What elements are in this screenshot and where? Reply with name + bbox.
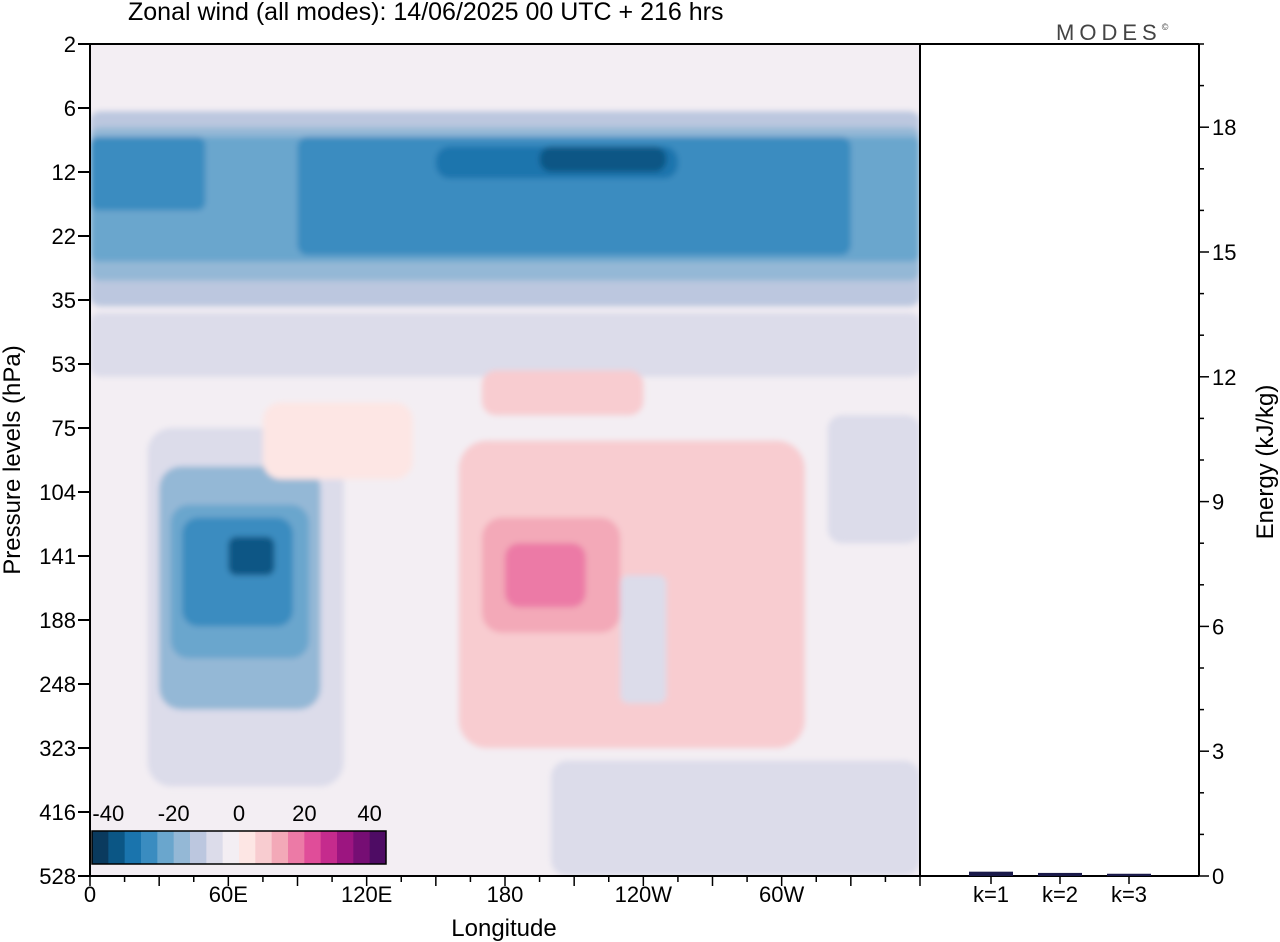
pressure-tick-label: 22 xyxy=(52,224,76,249)
colorbar-swatch xyxy=(271,831,289,864)
energy-axis-title: Energy (kJ/kg) xyxy=(1252,385,1279,540)
energy-tick-label: 18 xyxy=(1212,115,1236,140)
pressure-tick-label: 104 xyxy=(39,480,76,505)
pressure-tick-label: 416 xyxy=(39,800,76,825)
x-axis-title: Longitude xyxy=(451,915,556,942)
energy-tick-label: 9 xyxy=(1212,490,1224,515)
wind-region xyxy=(712,607,782,697)
energy-category-label: k=2 xyxy=(1042,882,1078,907)
colorbar-swatch xyxy=(222,831,240,864)
y-axis-title: Pressure levels (hPa) xyxy=(0,345,26,574)
colorbar-swatch xyxy=(108,831,126,864)
energy-bar xyxy=(1107,873,1151,876)
colorbar-swatch xyxy=(255,831,273,864)
wind-region xyxy=(481,370,644,416)
pressure-tick-label: 528 xyxy=(39,864,76,889)
pressure-tick-label: 248 xyxy=(39,672,76,697)
colorbar-swatch xyxy=(288,831,305,864)
energy-tick-label: 6 xyxy=(1212,614,1224,639)
pressure-tick-label: 141 xyxy=(39,544,76,569)
pressure-tick-label: 188 xyxy=(39,608,76,633)
pressure-tick-label: 35 xyxy=(52,288,76,313)
colorbar-swatch xyxy=(124,831,142,864)
energy-panel: 0 3 6 9 12 15 18 k=1 k=2 k=3 Energy (kJ/kg) xyxy=(919,43,1279,907)
longitude-tick-label: 60E xyxy=(209,882,248,907)
colorbar: -40 -20 0 20 40 xyxy=(91,801,387,865)
colorbar-swatch xyxy=(353,831,371,864)
colorbar-frame xyxy=(91,830,387,865)
colorbar-tick-label: 20 xyxy=(292,801,316,826)
colorbar-tick-label: 0 xyxy=(233,801,245,826)
logo-text: MODES xyxy=(1056,20,1162,45)
wind-region xyxy=(297,136,851,256)
wind-region xyxy=(551,760,920,876)
pressure-tick-label: 75 xyxy=(52,416,76,441)
longitude-tick-label: 60W xyxy=(759,882,804,907)
wind-region xyxy=(228,536,275,576)
colorbar-tick-label: 40 xyxy=(357,801,381,826)
logo-copyright-mark: © xyxy=(1161,22,1169,32)
wind-region xyxy=(90,136,206,211)
colorbar-swatch xyxy=(92,831,109,864)
energy-category-label: k=3 xyxy=(1111,882,1147,907)
longitude-tick-label: 180 xyxy=(487,882,524,907)
pressure-tick-label: 6 xyxy=(64,96,76,121)
colorbar-swatch xyxy=(369,831,387,864)
colorbar-swatch xyxy=(206,831,224,864)
colorbar-swatch xyxy=(320,831,338,864)
longitude-axis: 0 60E 120E 180 120W 60W xyxy=(84,876,921,907)
pressure-tick-label: 12 xyxy=(52,160,76,185)
pressure-tick-label: 53 xyxy=(52,352,76,377)
longitude-tick-label: 120W xyxy=(615,882,673,907)
longitude-tick-label: 0 xyxy=(84,882,96,907)
energy-tick-label: 3 xyxy=(1212,739,1224,764)
colorbar-tick-label: -20 xyxy=(158,801,190,826)
wind-region xyxy=(505,543,586,608)
energy-tick-label: 12 xyxy=(1212,365,1236,390)
colorbar-swatch xyxy=(141,831,158,864)
colorbar-swatch xyxy=(337,831,354,864)
energy-bar xyxy=(969,871,1013,876)
pressure-tick-label: 323 xyxy=(39,736,76,761)
longitude-tick-label: 120E xyxy=(341,882,392,907)
energy-bar xyxy=(1038,872,1082,876)
energy-tick-label: 0 xyxy=(1212,864,1224,889)
energy-axis: 0 3 6 9 12 15 18 xyxy=(1199,43,1236,889)
colorbar-swatch xyxy=(190,831,207,864)
heatmap-field xyxy=(90,111,920,876)
wind-region xyxy=(90,312,920,377)
colorbar-swatch xyxy=(173,831,191,864)
pressure-tick-label: 2 xyxy=(64,32,76,57)
wind-region xyxy=(262,402,413,480)
colorbar-tick-label: -40 xyxy=(92,801,124,826)
heatmap-plot xyxy=(90,44,920,876)
energy-tick-label: 15 xyxy=(1212,240,1236,265)
wind-region xyxy=(620,575,667,704)
wind-region xyxy=(666,453,782,620)
colorbar-swatch xyxy=(304,831,322,864)
energy-category-label: k=1 xyxy=(973,882,1009,907)
wind-region xyxy=(827,415,920,544)
colorbar-swatch xyxy=(239,831,256,864)
colorbar-swatch xyxy=(157,831,175,864)
wind-region xyxy=(539,146,667,172)
chart-title: Zonal wind (all modes): 14/06/2025 00 UT… xyxy=(128,0,724,26)
pressure-axis: 2 6 12 22 35 53 75 104 141 188 248 323 416 528 xyxy=(39,32,90,889)
energy-bars: k=1 k=2 k=3 xyxy=(969,871,1151,907)
modes-logo: MODES© xyxy=(1056,20,1168,46)
